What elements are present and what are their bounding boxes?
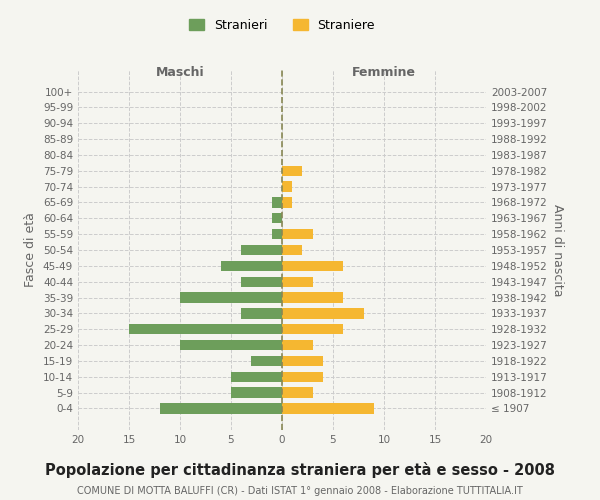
- Text: Femmine: Femmine: [352, 66, 416, 79]
- Bar: [282, 308, 364, 318]
- Bar: [282, 166, 302, 176]
- Y-axis label: Anni di nascita: Anni di nascita: [551, 204, 564, 296]
- Bar: [180, 292, 282, 302]
- Bar: [282, 372, 323, 382]
- Bar: [221, 260, 282, 271]
- Bar: [282, 182, 292, 192]
- Bar: [282, 388, 313, 398]
- Bar: [160, 404, 282, 413]
- Y-axis label: Fasce di età: Fasce di età: [25, 212, 37, 288]
- Text: Popolazione per cittadinanza straniera per età e sesso - 2008: Popolazione per cittadinanza straniera p…: [45, 462, 555, 478]
- Bar: [282, 292, 343, 302]
- Bar: [251, 356, 282, 366]
- Bar: [272, 229, 282, 239]
- Text: Maschi: Maschi: [155, 66, 205, 79]
- Bar: [241, 245, 282, 255]
- Bar: [282, 229, 313, 239]
- Text: COMUNE DI MOTTA BALUFFI (CR) - Dati ISTAT 1° gennaio 2008 - Elaborazione TUTTITA: COMUNE DI MOTTA BALUFFI (CR) - Dati ISTA…: [77, 486, 523, 496]
- Bar: [282, 260, 343, 271]
- Bar: [231, 372, 282, 382]
- Bar: [282, 198, 292, 207]
- Bar: [282, 276, 313, 287]
- Bar: [282, 324, 343, 334]
- Bar: [272, 213, 282, 224]
- Bar: [272, 198, 282, 207]
- Bar: [282, 245, 302, 255]
- Bar: [129, 324, 282, 334]
- Bar: [241, 276, 282, 287]
- Bar: [241, 308, 282, 318]
- Legend: Stranieri, Straniere: Stranieri, Straniere: [189, 18, 375, 32]
- Bar: [282, 404, 374, 413]
- Bar: [231, 388, 282, 398]
- Bar: [282, 340, 313, 350]
- Bar: [180, 340, 282, 350]
- Bar: [282, 356, 323, 366]
